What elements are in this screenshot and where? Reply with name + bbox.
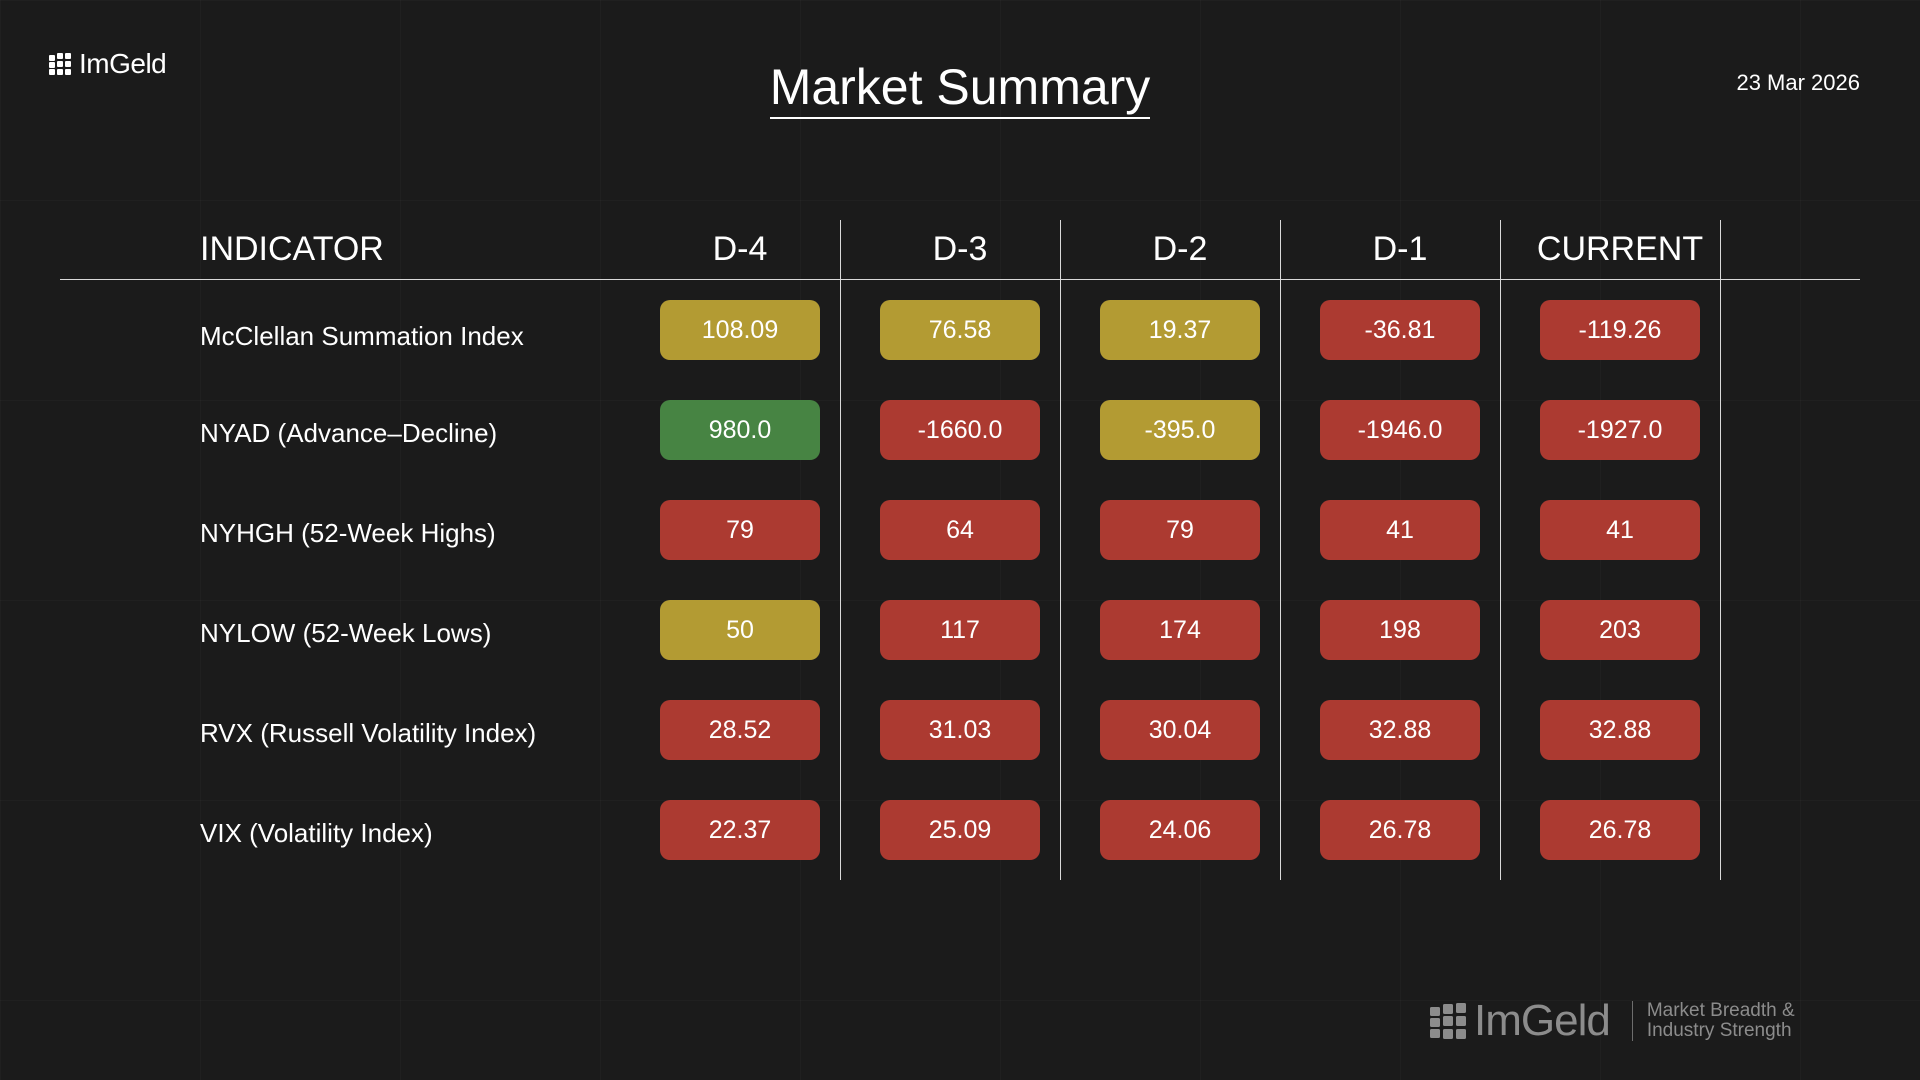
value-cell: -119.26	[1540, 300, 1700, 360]
value-cell: 30.04	[1100, 700, 1260, 760]
footer-brand-name: ImGeld	[1474, 996, 1611, 1045]
value-cell: 174	[1100, 600, 1260, 660]
report-date: 23 Mar 2026	[1736, 70, 1860, 95]
column-divider	[1060, 220, 1061, 880]
value-cell: 76.58	[880, 300, 1040, 360]
value-cell: 26.78	[1320, 800, 1480, 860]
column-header-d-2: D-2	[1152, 230, 1208, 268]
tagline-line-1: Market Breadth &	[1646, 1000, 1795, 1021]
value-cell: 28.52	[660, 700, 820, 760]
row-label-vix: VIX (Volatility Index)	[200, 818, 433, 848]
value-cell: 203	[1540, 600, 1700, 660]
row-label-nyad: NYAD (Advance–Decline)	[200, 418, 498, 448]
tagline-line-2: Industry Strength	[1646, 1020, 1792, 1041]
value-cell: 64	[880, 500, 1040, 560]
value-cell: 31.03	[880, 700, 1040, 760]
indicator-header: INDICATOR	[200, 230, 384, 268]
column-divider	[840, 220, 841, 880]
value-cell: 108.09	[660, 300, 820, 360]
value-cell: 32.88	[1320, 700, 1480, 760]
value-cell: -1927.0	[1540, 400, 1700, 460]
value-cell: 79	[1100, 500, 1260, 560]
column-header-d-3: D-3	[932, 230, 988, 268]
value-cell: 117	[880, 600, 1040, 660]
logo-text: ImGeld	[79, 48, 167, 79]
value-cell: 19.37	[1100, 300, 1260, 360]
value-cell: 50	[660, 600, 820, 660]
value-cell: -36.81	[1320, 300, 1480, 360]
row-label-nyhgh: NYHGH (52-Week Highs)	[200, 518, 496, 548]
column-divider	[1720, 220, 1721, 880]
value-cell: 41	[1320, 500, 1480, 560]
column-divider	[1500, 220, 1501, 880]
page-title: Market Summary	[0, 58, 1920, 119]
grid-logo-icon	[1430, 1003, 1466, 1039]
footer-brand: ImGeld Market Breadth & Industry Strengt…	[1430, 996, 1795, 1046]
column-header-d-4: D-4	[712, 230, 768, 268]
value-cell: -1660.0	[880, 400, 1040, 460]
row-label-mcclellan: McClellan Summation Index	[200, 321, 524, 351]
page-title-text: Market Summary	[769, 59, 1151, 119]
value-cell: -1946.0	[1320, 400, 1480, 460]
value-cell: 26.78	[1540, 800, 1700, 860]
value-cell: 198	[1320, 600, 1480, 660]
value-cell: 25.09	[880, 800, 1040, 860]
value-cell: -395.0	[1100, 400, 1260, 460]
value-cell: 32.88	[1540, 700, 1700, 760]
column-header-current: CURRENT	[1536, 230, 1704, 268]
header-divider	[60, 279, 1860, 280]
footer-tagline: Market Breadth & Industry Strength	[1647, 1001, 1795, 1041]
row-label-rvx: RVX (Russell Volatility Index)	[200, 718, 537, 748]
value-cell: 980.0	[660, 400, 820, 460]
value-cell: 41	[1540, 500, 1700, 560]
brand-logo: ImGeld	[49, 48, 167, 80]
footer-separator	[1631, 1001, 1633, 1041]
value-cell: 79	[660, 500, 820, 560]
value-cell: 22.37	[660, 800, 820, 860]
column-divider	[1280, 220, 1281, 880]
row-label-nylow: NYLOW (52-Week Lows)	[200, 618, 492, 648]
value-cell: 24.06	[1100, 800, 1260, 860]
column-header-d-1: D-1	[1372, 230, 1428, 268]
grid-logo-icon	[49, 53, 71, 75]
